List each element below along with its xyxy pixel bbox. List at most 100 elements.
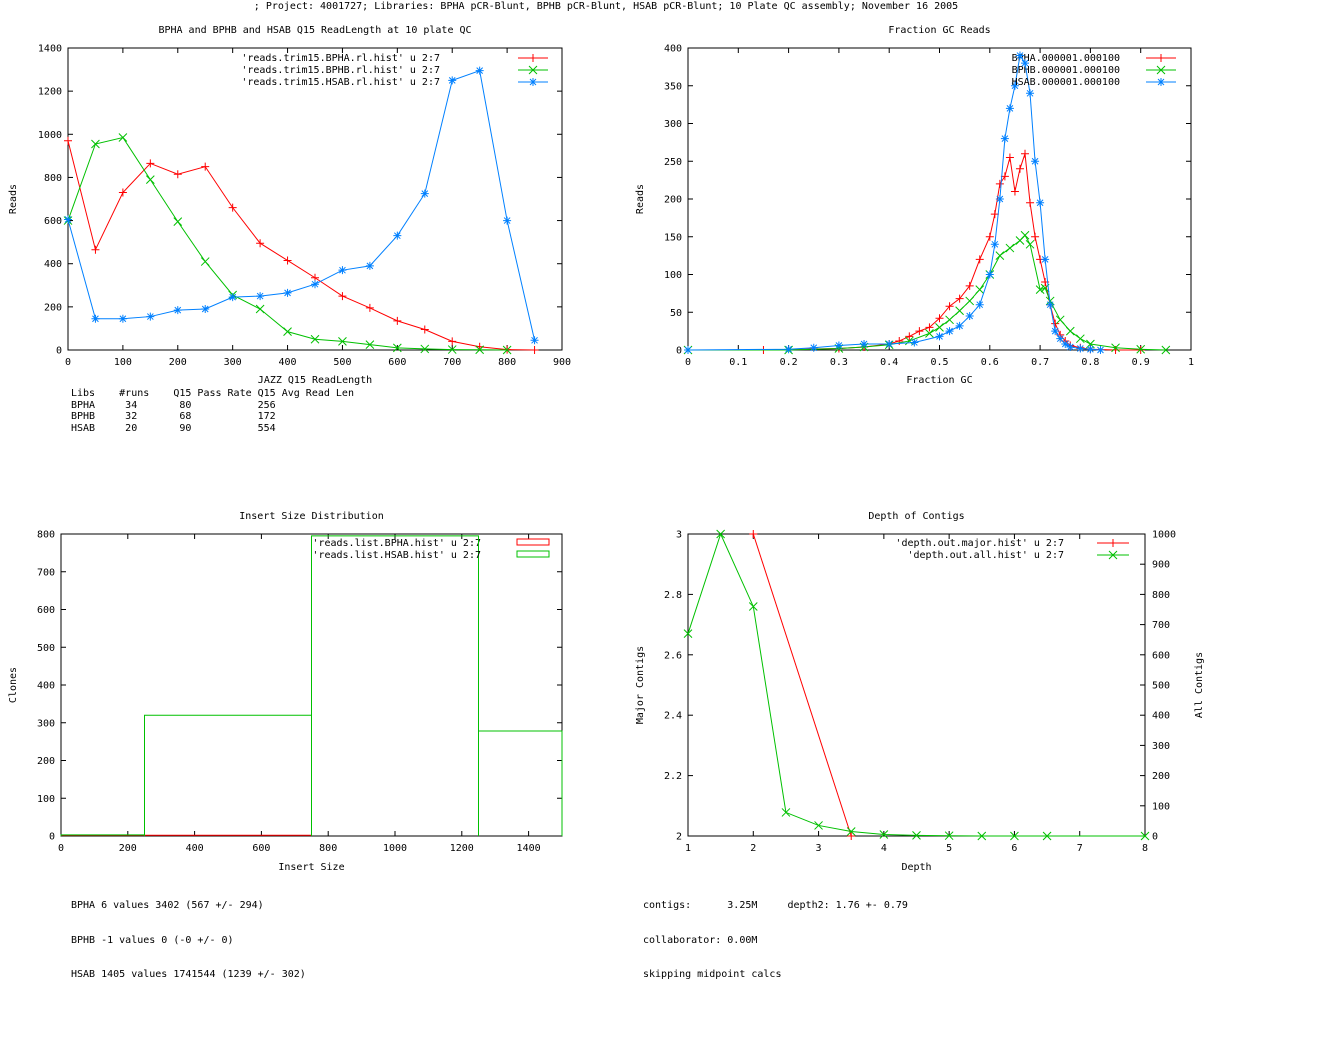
legend-label: 'reads.trim15.BPHB.rl.hist' u 2:7 bbox=[241, 65, 440, 76]
x-tick-label: 0.9 bbox=[1132, 357, 1150, 368]
data-point bbox=[338, 266, 347, 275]
data-point bbox=[935, 314, 944, 323]
depth-stats-line: collaborator: 0.00M bbox=[643, 934, 758, 946]
x-tick-label: 0.7 bbox=[1031, 357, 1049, 368]
data-point bbox=[256, 292, 265, 301]
data-point bbox=[173, 170, 182, 179]
data-point bbox=[814, 821, 823, 830]
data-point bbox=[846, 827, 856, 836]
y-tick-label: 1000 bbox=[38, 130, 62, 141]
legend-swatch bbox=[516, 550, 550, 558]
y-tick-label: 500 bbox=[37, 643, 55, 654]
data-point bbox=[990, 240, 999, 249]
chart-4: Depth of Contigs Depth Major Contigs All Co… bbox=[635, 511, 1205, 873]
data-point bbox=[1076, 344, 1085, 353]
data-point bbox=[935, 332, 944, 341]
y-tick-label: 200 bbox=[37, 756, 55, 767]
data-point bbox=[1136, 346, 1145, 354]
data-point bbox=[990, 210, 999, 219]
data-point bbox=[338, 337, 347, 346]
data-point bbox=[748, 602, 758, 611]
y-tick-label: 800 bbox=[37, 530, 55, 541]
x-tick-label: 0.5 bbox=[930, 357, 948, 368]
x-tick-label: 6 bbox=[1011, 843, 1017, 854]
x-tick-label: 1200 bbox=[450, 843, 474, 854]
y-tick-label: 800 bbox=[44, 173, 62, 184]
data-point bbox=[1035, 285, 1045, 294]
data-point bbox=[860, 339, 869, 348]
data-point bbox=[393, 316, 402, 325]
y-tick-label: 150 bbox=[664, 232, 682, 243]
data-point bbox=[995, 251, 1005, 260]
series bbox=[63, 133, 512, 355]
data-point bbox=[420, 189, 429, 198]
data-point bbox=[945, 315, 954, 325]
data-point bbox=[530, 346, 539, 354]
series bbox=[683, 529, 1150, 841]
series-line bbox=[67, 140, 535, 351]
x-tick-label: 5 bbox=[946, 843, 952, 854]
data-point bbox=[1000, 134, 1009, 143]
data-point bbox=[684, 346, 692, 354]
series bbox=[683, 230, 1171, 355]
y-axis-label: Reads bbox=[8, 184, 19, 214]
data-point bbox=[530, 336, 539, 345]
y-tick-label: 700 bbox=[37, 567, 55, 578]
series bbox=[684, 51, 1105, 354]
data-point bbox=[784, 345, 793, 354]
data-point bbox=[283, 288, 292, 297]
y-tick-label: 2.6 bbox=[664, 650, 682, 661]
y2-tick-label: 500 bbox=[1152, 681, 1170, 692]
data-point bbox=[1157, 78, 1165, 86]
x-tick-label: 0 bbox=[685, 357, 691, 368]
data-point bbox=[975, 285, 985, 294]
histogram-step bbox=[60, 535, 563, 836]
data-point bbox=[965, 312, 974, 321]
data-point bbox=[502, 345, 512, 355]
data-point bbox=[1010, 187, 1019, 196]
y2-tick-label: 300 bbox=[1152, 741, 1170, 752]
x-tick-label: 0.8 bbox=[1081, 357, 1099, 368]
data-point bbox=[200, 257, 210, 266]
data-point bbox=[1031, 232, 1040, 241]
y-tick-label: 2 bbox=[676, 832, 682, 843]
legend-label: BPHB.000001.000100 bbox=[1012, 65, 1120, 76]
data-point bbox=[1086, 345, 1095, 354]
data-point bbox=[283, 256, 292, 265]
data-point bbox=[1140, 831, 1150, 841]
data-point bbox=[935, 322, 944, 332]
data-point bbox=[145, 175, 155, 184]
y-tick-label: 2.2 bbox=[664, 771, 682, 782]
y2-tick-label: 200 bbox=[1152, 771, 1170, 782]
y-tick-label: 350 bbox=[664, 81, 682, 92]
data-point bbox=[683, 629, 693, 639]
readlength-stats-table: Libs #runs Q15 Pass Rate Q15 Avg Read Le… bbox=[71, 388, 354, 434]
series bbox=[64, 136, 539, 354]
x-tick-label: 600 bbox=[388, 357, 406, 368]
chart-1: BPHA and BPHB and HSAB Q15 ReadLength at… bbox=[8, 25, 571, 386]
x-tick-label: 1 bbox=[685, 843, 691, 854]
data-point bbox=[995, 179, 1004, 188]
y-tick-label: 400 bbox=[664, 44, 682, 55]
x-axis-label: JAZZ Q15 ReadLength bbox=[258, 375, 372, 386]
chart-title: Fraction GC Reads bbox=[888, 25, 990, 36]
y-tick-label: 0 bbox=[676, 346, 682, 357]
data-point bbox=[173, 217, 183, 227]
data-point bbox=[64, 136, 72, 145]
data-point bbox=[879, 830, 889, 839]
data-point bbox=[1020, 230, 1030, 240]
x-tick-label: 2 bbox=[750, 843, 756, 854]
data-point bbox=[201, 305, 210, 314]
series bbox=[60, 535, 563, 836]
x-tick-label: 900 bbox=[553, 357, 571, 368]
insert-size-stats-line: HSAB 1405 values 1741544 (1239 +/- 302) bbox=[71, 969, 306, 980]
y-tick-label: 200 bbox=[664, 195, 682, 206]
x-tick-label: 0.6 bbox=[981, 357, 999, 368]
data-point bbox=[392, 343, 402, 353]
series-line bbox=[67, 69, 536, 341]
data-point bbox=[925, 323, 934, 332]
legend-label: HSAB.000001.000100 bbox=[1012, 77, 1120, 88]
data-point bbox=[965, 296, 975, 306]
y-tick-label: 300 bbox=[664, 119, 682, 130]
data-point bbox=[1021, 59, 1030, 68]
